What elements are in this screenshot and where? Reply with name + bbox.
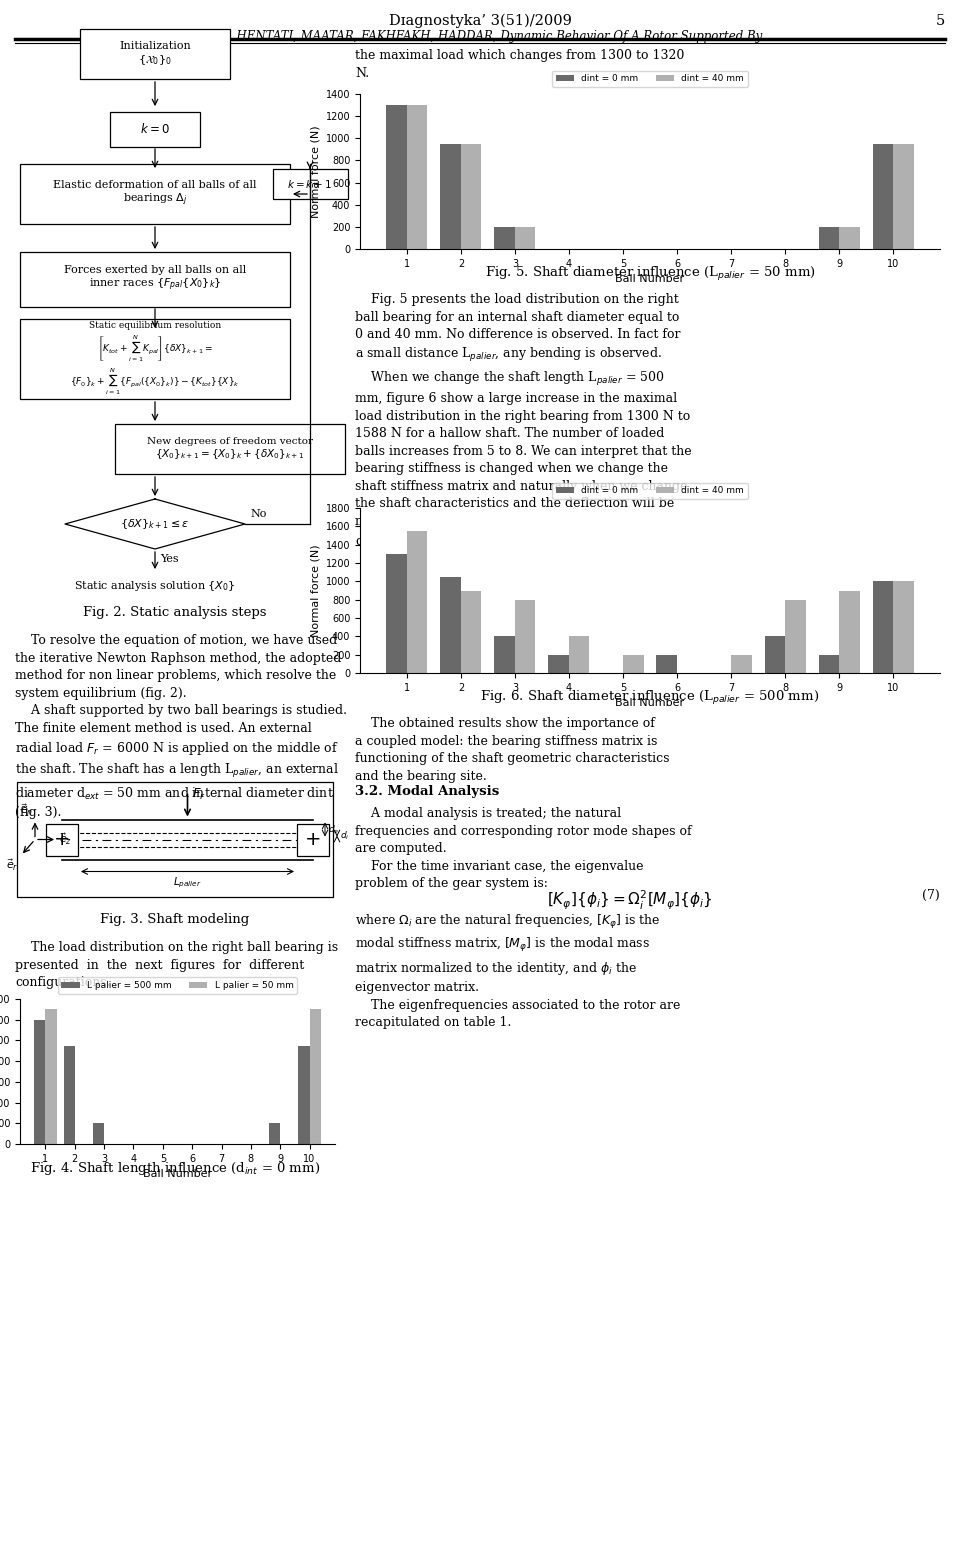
Bar (893, 581, 914, 672)
Bar (407, 105, 427, 249)
Text: Initialization
$\{\mathcal{X}_0\}_0$: Initialization $\{\mathcal{X}_0\}_0$ (119, 42, 191, 67)
Text: $k = 0$: $k = 0$ (140, 122, 170, 136)
Bar (299, 1046, 309, 1145)
Text: +: + (304, 830, 322, 849)
Bar (20, 164, 290, 225)
Text: +: + (54, 830, 70, 849)
Text: Fig. 5. Shaft diameter influence (L$_{palier}$ = 50 mm): Fig. 5. Shaft diameter influence (L$_{pa… (485, 265, 815, 283)
Text: The obtained results show the importance of
a coupled model: the bearing stiffne: The obtained results show the importance… (355, 717, 669, 782)
Text: the maximal load which changes from 1300 to 1320
N.: the maximal load which changes from 1300… (355, 50, 684, 79)
Text: No: No (250, 510, 266, 519)
Polygon shape (65, 499, 245, 548)
Bar (63, 1046, 75, 1145)
Bar (110, 112, 200, 147)
Bar (93, 1123, 104, 1145)
Text: $L_{palier}$: $L_{palier}$ (173, 875, 202, 889)
Text: Forces exerted by all balls on all
inner races $\{F_{pal}\{X_0\}_k\}$: Forces exerted by all balls on all inner… (64, 265, 246, 293)
Text: Fig. 4. Shaft length influence (d$_{int}$ = 0 mm): Fig. 4. Shaft length influence (d$_{int}… (30, 1160, 320, 1177)
Bar (764, 637, 785, 672)
Bar (657, 655, 677, 672)
Bar (386, 555, 407, 672)
Bar (407, 531, 427, 672)
Bar (461, 144, 482, 249)
Bar (386, 105, 407, 249)
Text: 3.2. Modal Analysis: 3.2. Modal Analysis (355, 785, 499, 798)
Bar (785, 599, 805, 672)
Bar (441, 144, 461, 249)
Bar (819, 226, 839, 249)
Bar (80, 29, 230, 79)
Bar (873, 581, 893, 672)
Text: $\left[K_\varphi\right]\{\phi_i\}=\Omega_i^2\left[M_\varphi\right]\{\phi_i\}$: $\left[K_\varphi\right]\{\phi_i\}=\Omega… (547, 889, 712, 912)
Y-axis label: Normal force (N): Normal force (N) (310, 544, 320, 637)
Text: New degrees of freedom vector
$\{X_0\}_{k+1}=\{X_0\}_k+\{\delta X_0\}_{k+1}$: New degrees of freedom vector $\{X_0\}_{… (147, 437, 313, 462)
Text: A modal analysis is treated; the natural
frequencies and corresponding rotor mod: A modal analysis is treated; the natural… (355, 807, 691, 891)
Bar (731, 655, 752, 672)
Y-axis label: Normal force (N): Normal force (N) (310, 125, 320, 218)
Bar (297, 824, 329, 855)
Bar (515, 226, 536, 249)
Bar (441, 576, 461, 672)
Text: Static analysis solution $\{X_0\}$: Static analysis solution $\{X_0\}$ (74, 579, 236, 593)
Text: $k = k+1$: $k = k+1$ (287, 178, 332, 191)
Bar (494, 226, 515, 249)
Bar (893, 144, 914, 249)
Text: Elastic deformation of all balls of all
bearings $\Delta_j$: Elastic deformation of all balls of all … (53, 180, 256, 208)
Bar (17, 782, 333, 897)
Text: (7): (7) (923, 889, 940, 902)
Bar (569, 637, 589, 672)
Bar (35, 1019, 45, 1145)
Text: Dɪagnostyka’ 3(51)/2009: Dɪagnostyka’ 3(51)/2009 (389, 14, 571, 28)
Text: Fig. 5 presents the load distribution on the right
ball bearing for an internal : Fig. 5 presents the load distribution on… (355, 293, 691, 550)
X-axis label: Ball Number: Ball Number (615, 274, 684, 285)
Text: $\vec{e}_n$: $\vec{e}_n$ (19, 802, 33, 818)
Bar (494, 637, 515, 672)
Text: Yes: Yes (160, 555, 179, 564)
Text: $d_i$: $d_i$ (340, 830, 349, 843)
Text: Fig. 6. Shaft diameter influence (L$_{palier}$ = 500 mm): Fig. 6. Shaft diameter influence (L$_{pa… (480, 689, 820, 706)
Bar (461, 590, 482, 672)
Legend: dint = 0 mm, dint = 40 mm: dint = 0 mm, dint = 40 mm (552, 71, 748, 87)
Text: $\vec{e}_z$: $\vec{e}_z$ (59, 832, 72, 847)
Text: $F_r$: $F_r$ (191, 787, 205, 802)
Text: $\{\delta X\}_{k+1}\leq\varepsilon$: $\{\delta X\}_{k+1}\leq\varepsilon$ (120, 517, 190, 531)
Bar (839, 590, 859, 672)
Text: The load distribution on the right ball bearing is
presented  in  the  next  fig: The load distribution on the right ball … (15, 940, 338, 988)
Bar (20, 251, 290, 307)
Legend: dint = 0 mm, dint = 40 mm: dint = 0 mm, dint = 40 mm (552, 483, 748, 499)
Text: where $\Omega_i$ are the natural frequencies, $[K_\varphi]$ is the
modal stiffne: where $\Omega_i$ are the natural frequen… (355, 912, 681, 1029)
Bar (273, 169, 348, 198)
Text: To resolve the equation of motion, we have used
the iterative Newton Raphson met: To resolve the equation of motion, we ha… (15, 634, 347, 819)
Text: ABBES, HENTATI, MAATAR, FAKHFAKH, HADDAR, Dynamic Behavior Of A Rotor Supported : ABBES, HENTATI, MAATAR, FAKHFAKH, HADDAR… (187, 29, 773, 43)
Bar (46, 824, 78, 855)
Bar (515, 599, 536, 672)
Bar (839, 226, 859, 249)
Bar (45, 1010, 57, 1145)
Legend: L palier = 500 mm, L palier = 50 mm: L palier = 500 mm, L palier = 50 mm (58, 977, 298, 993)
Text: Fig. 3. Shaft modeling: Fig. 3. Shaft modeling (101, 912, 250, 926)
Bar (115, 424, 345, 474)
Text: $\vec{e}_r$: $\vec{e}_r$ (7, 858, 19, 874)
Text: $d_e$: $d_e$ (328, 823, 339, 836)
Bar (309, 1010, 321, 1145)
X-axis label: Ball Number: Ball Number (143, 1169, 212, 1179)
Bar (623, 655, 643, 672)
Bar (269, 1123, 280, 1145)
Text: 5: 5 (936, 14, 945, 28)
Bar (548, 655, 569, 672)
Text: Fig. 2. Static analysis steps: Fig. 2. Static analysis steps (84, 606, 267, 620)
Bar (819, 655, 839, 672)
X-axis label: Ball Number: Ball Number (615, 699, 684, 708)
Bar (873, 144, 893, 249)
Bar (20, 319, 290, 400)
Text: Static equilibrium resolution
$\left[K_{tot}+\sum_{i=1}^{N}K_{pal}\right]\{\delt: Static equilibrium resolution $\left[K_{… (70, 321, 240, 398)
